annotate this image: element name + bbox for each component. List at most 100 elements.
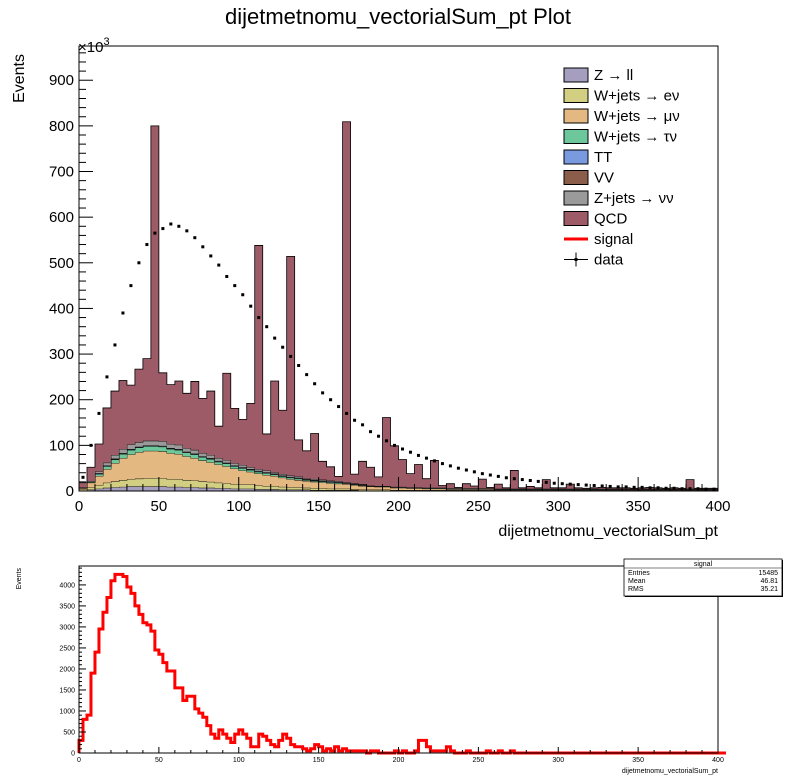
bottom-axes: 0 50 100 150 200 250 300 350 4000500100015002000… — [59, 567, 724, 764]
data-point — [113, 343, 117, 347]
data-point — [512, 477, 516, 481]
data-point — [353, 418, 357, 422]
legend-entry: QCD — [563, 211, 628, 228]
legend-entry: Z+jets → νν — [563, 190, 674, 207]
data-point — [313, 382, 317, 386]
bottom-y-tick-label: 4000 — [59, 582, 75, 589]
legend-swatch — [563, 129, 589, 144]
legend-label: W+jets → eν — [594, 88, 679, 105]
stats-value: 46.81 — [760, 578, 778, 585]
stats-frame — [623, 558, 783, 597]
data-point — [209, 254, 213, 258]
legend-label: TT — [594, 149, 612, 166]
data-point — [480, 472, 484, 476]
data-point — [169, 222, 173, 226]
y-exponent-base: ×10 — [78, 39, 103, 56]
y-tick-label: 700 — [49, 164, 74, 181]
data-point — [281, 345, 285, 349]
stats-label: Entries — [628, 570, 650, 577]
legend-entry: W+jets → eν — [563, 88, 679, 105]
stats-value: 15485 — [759, 570, 779, 577]
stack-fill — [79, 121, 718, 489]
x-tick-label: 0 — [75, 498, 83, 515]
y-tick-label: 800 — [49, 118, 74, 135]
y-tick-label: 300 — [49, 346, 74, 363]
legend-entry: signal — [564, 231, 633, 248]
legend-entry: W+jets → μν — [563, 108, 680, 125]
y-exponent-power: 3 — [103, 36, 109, 48]
data-point — [241, 293, 245, 297]
bottom-y-axis-label: Events — [16, 568, 23, 590]
bottom-y-tick-label: 2000 — [59, 666, 75, 673]
legend-swatch — [563, 211, 589, 226]
data-point — [520, 478, 524, 482]
data-point — [321, 391, 325, 395]
legend-swatch — [563, 67, 589, 83]
bottom-x-tick-label: 400 — [712, 757, 724, 764]
legend-label: W+jets → μν — [594, 108, 680, 125]
legend-label: W+jets → τν — [594, 129, 677, 146]
data-point — [552, 481, 556, 485]
data-point — [145, 243, 149, 247]
x-tick-label: 100 — [226, 498, 251, 515]
data-point — [496, 474, 500, 478]
data-point — [185, 229, 189, 233]
legend-label: QCD — [594, 211, 628, 228]
top-axes: 0 50 100 150 200 250 300 350 400 0 100 200 300 400 500… — [49, 52, 731, 515]
data-point — [81, 475, 85, 479]
data-point — [297, 363, 301, 367]
data-point — [369, 430, 373, 434]
data-point — [624, 485, 628, 489]
data-point — [688, 487, 692, 491]
data-point — [576, 483, 580, 487]
data-point — [440, 462, 444, 466]
data-point — [129, 284, 133, 288]
data-point — [361, 423, 365, 427]
stats-title: signal — [694, 561, 713, 568]
data-point — [592, 484, 596, 488]
data-point — [424, 456, 428, 460]
legend-label: VV — [594, 170, 614, 187]
x-tick-label: 200 — [386, 498, 411, 515]
data-point — [400, 447, 404, 451]
data-point — [289, 354, 293, 358]
stats-label: RMS — [628, 586, 644, 593]
x-tick-label: 400 — [705, 498, 730, 515]
data-point — [544, 480, 548, 484]
data-point — [161, 227, 165, 231]
data-point — [408, 450, 412, 454]
data-point — [488, 473, 492, 477]
data-point — [345, 411, 349, 415]
stats-value: 35.21 — [760, 586, 778, 593]
data-point — [672, 486, 676, 490]
legend-swatch — [563, 170, 589, 185]
bottom-y-tick-label: 0 — [71, 751, 75, 758]
bottom-plot-frame — [78, 565, 719, 754]
data-point — [273, 336, 277, 340]
stack-fill — [79, 446, 718, 490]
bottom-x-tick-label: 250 — [473, 757, 485, 764]
data-point — [536, 479, 540, 483]
legend-entry: TT — [563, 149, 612, 166]
legend-entry: data — [564, 252, 624, 269]
x-tick-label: 150 — [306, 498, 331, 515]
data-point — [528, 479, 532, 483]
data-point — [201, 245, 205, 249]
data-point — [257, 316, 261, 320]
data-point — [305, 373, 309, 377]
data-point — [584, 483, 588, 487]
bottom-x-tick-label: 0 — [77, 757, 81, 764]
data-point — [432, 459, 436, 463]
data-point — [608, 484, 612, 488]
chart-title: dijetmetnomu_vectorialSum_pt Plot — [225, 4, 571, 29]
legend-swatch — [563, 190, 589, 206]
legend: Z → ll W+jets → eν W+jets → μν W+jets → τν T… — [563, 67, 680, 269]
y-tick-label: 400 — [49, 300, 74, 317]
data-point — [329, 398, 333, 402]
stacked-histogram — [78, 121, 719, 491]
data-point — [233, 284, 237, 288]
data-point — [472, 470, 476, 474]
y-tick-label: 600 — [49, 209, 74, 226]
bottom-y-tick-label: 3000 — [59, 624, 75, 631]
data-point — [193, 236, 197, 240]
